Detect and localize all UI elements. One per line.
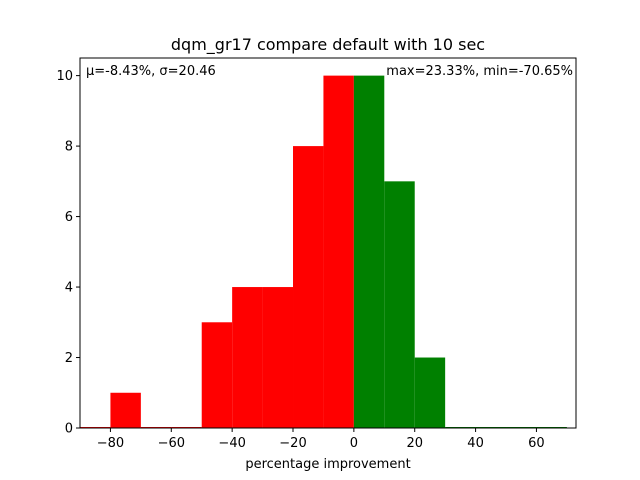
x-tick-label: 60 (528, 436, 545, 451)
y-tick-label: 6 (65, 210, 73, 225)
x-tick-label: −20 (279, 436, 306, 451)
histogram-bar-10 (384, 181, 415, 428)
x-axis-ticks: −80 −60 −40 −20 0 20 40 60 (97, 428, 545, 451)
x-tick-label: 0 (350, 436, 358, 451)
bars-group (80, 75, 567, 428)
y-axis-ticks: 0 2 4 6 8 10 (56, 69, 80, 437)
x-tick-label: −60 (158, 436, 185, 451)
histogram-bar-4 (201, 322, 233, 428)
x-tick-label: −40 (218, 436, 245, 451)
stats-right-annotation: max=23.33%, min=-70.65% (386, 64, 573, 79)
y-tick-label: 2 (65, 351, 73, 366)
stats-left-annotation: μ=-8.43%, σ=20.46 (86, 64, 216, 79)
x-tick-label: −80 (97, 436, 124, 451)
y-tick-label: 0 (65, 422, 73, 437)
axes-frame (79, 57, 577, 429)
y-tick-label: 10 (56, 69, 73, 84)
x-axis-label: percentage improvement (245, 457, 410, 472)
histogram-bar-9 (353, 75, 385, 428)
x-tick-label: 40 (467, 436, 484, 451)
histogram-bar-1 (110, 392, 141, 428)
histogram-bar-6 (262, 287, 294, 428)
x-tick-label: 20 (406, 436, 423, 451)
y-tick-label: 8 (65, 140, 73, 155)
histogram-bar-11 (414, 357, 446, 428)
histogram-bar-5 (232, 287, 263, 428)
histogram-bar-8 (323, 75, 354, 428)
chart-title: dqm_gr17 compare default with 10 sec (171, 35, 485, 55)
y-tick-label: 4 (65, 281, 73, 296)
histogram-bar-7 (293, 146, 324, 428)
